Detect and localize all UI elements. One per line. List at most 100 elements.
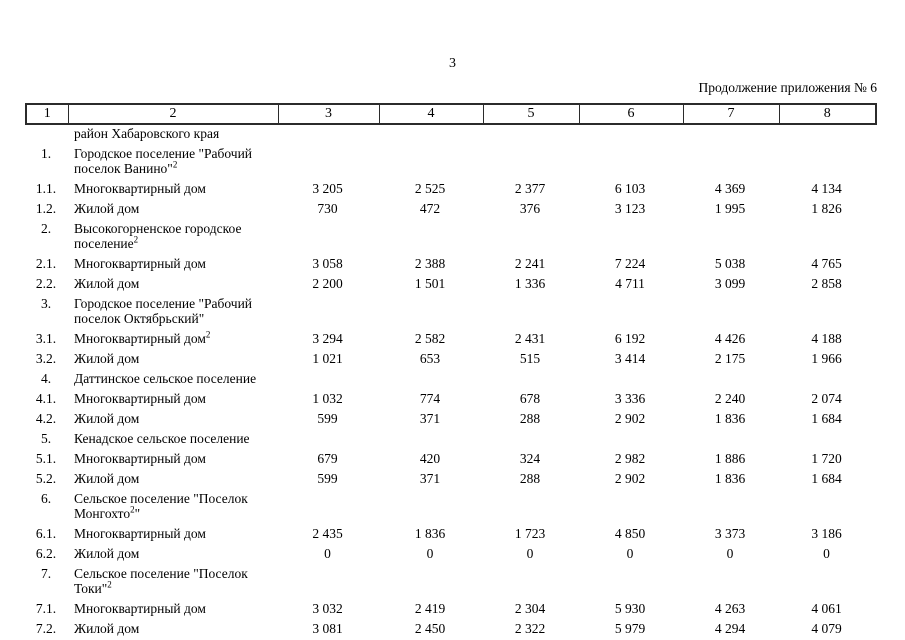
value-cell: 4 711 [615, 276, 645, 291]
value-cell [378, 429, 482, 449]
table-row: район Хабаровского края [25, 124, 875, 144]
value-cell [482, 369, 578, 389]
value-cell: 2 582 [414, 331, 446, 346]
row-title: Многоквартирный дом [74, 601, 206, 616]
row-title: Кенадское сельское поселение [74, 431, 250, 446]
value-cell [378, 294, 482, 329]
value-cell: 2 431 [514, 331, 546, 346]
row-title: Многоквартирный дом [74, 256, 206, 271]
footnote-marker: 2 [130, 504, 135, 515]
value-cell: 2 388 [414, 256, 446, 271]
value-cell [378, 489, 482, 524]
value-cell [482, 564, 578, 599]
row-number: 1.1. [35, 181, 57, 196]
value-cell [682, 564, 778, 599]
value-cell [778, 219, 875, 254]
table-row: 2.2. Жилой дом 2 200 1 501 1 336 4 711 3 099 2 … [25, 274, 875, 294]
value-cell: 4 079 [811, 621, 842, 636]
table-row: 5.1. Многоквартирный дом 679 420 324 2 982 1 8… [25, 449, 875, 469]
value-cell [778, 144, 875, 179]
row-number: 3. [40, 296, 52, 311]
value-cell [778, 564, 875, 599]
header-col-4: 4 [378, 103, 484, 125]
table-row: 4. Даттинское сельское поселение [25, 369, 875, 389]
value-cell [482, 124, 578, 144]
value-cell: 472 [419, 201, 441, 216]
value-cell: 1 336 [514, 276, 546, 291]
value-cell: 515 [519, 351, 541, 366]
row-number: 6.2. [35, 546, 57, 561]
row-title: Жилой дом [74, 276, 140, 291]
value-cell: 3 081 [312, 621, 343, 636]
value-cell [682, 429, 778, 449]
value-cell: 2 902 [614, 471, 646, 486]
page-number: 3 [449, 56, 456, 71]
value-cell [682, 369, 778, 389]
value-cell: 3 294 [312, 331, 343, 346]
value-cell: 2 322 [514, 621, 546, 636]
value-cell: 2 435 [312, 526, 343, 541]
value-cell [578, 294, 682, 329]
table-row: 6.2. Жилой дом 0 0 0 0 0 0 [25, 544, 875, 564]
value-cell: 3 414 [614, 351, 646, 366]
value-cell [378, 564, 482, 599]
value-cell: 3 373 [714, 526, 746, 541]
value-cell: 1 684 [811, 471, 842, 486]
value-cell: 3 123 [614, 201, 646, 216]
row-title: Городское поселение "Рабочий поселок Окт… [74, 296, 253, 326]
value-cell: 678 [519, 391, 541, 406]
row-number: 6. [40, 491, 52, 506]
footnote-marker: 2 [205, 329, 211, 340]
value-cell [277, 489, 378, 524]
value-cell: 0 [426, 546, 434, 561]
value-cell [277, 564, 378, 599]
row-title: Высокогорненское городское поселение2 [74, 221, 242, 251]
value-cell [682, 489, 778, 524]
value-cell [277, 219, 378, 254]
table-row: 6.1. Многоквартирный дом 2 435 1 836 1 723 4 … [25, 524, 875, 544]
header-col-5: 5 [482, 103, 580, 125]
row-number: 4.1. [35, 391, 57, 406]
value-cell [277, 294, 378, 329]
value-cell: 4 134 [811, 181, 842, 196]
value-cell: 2 982 [614, 451, 646, 466]
value-cell [277, 429, 378, 449]
table-row: 7.1. Многоквартирный дом 3 032 2 419 2 304 5 … [25, 599, 875, 619]
value-cell: 679 [317, 451, 338, 466]
value-cell: 0 [324, 546, 331, 561]
row-number: 7. [40, 566, 52, 581]
value-cell: 3 099 [714, 276, 746, 291]
value-cell [578, 124, 682, 144]
value-cell [482, 429, 578, 449]
value-cell: 6 192 [614, 331, 646, 346]
table-row: 1. Городское поселение "Рабочий поселок В… [25, 144, 875, 179]
value-cell [482, 144, 578, 179]
header-col-7: 7 [682, 103, 780, 125]
value-cell: 4 263 [714, 601, 746, 616]
value-cell: 7 224 [614, 256, 646, 271]
row-number: 4. [40, 371, 52, 386]
value-cell: 2 525 [414, 181, 446, 196]
value-cell: 371 [419, 411, 441, 426]
value-cell: 2 377 [514, 181, 546, 196]
table-row: 4.2. Жилой дом 599 371 288 2 902 1 836 1 684 [25, 409, 875, 429]
value-cell: 0 [526, 546, 534, 561]
value-cell: 2 240 [714, 391, 746, 406]
table-row: 3.1. Многоквартирный дом2 3 294 2 582 2 431 6… [25, 329, 875, 349]
value-cell [682, 294, 778, 329]
table-header-row: 1 2 3 4 5 6 7 8 [25, 103, 877, 125]
value-cell: 3 336 [614, 391, 646, 406]
header-col-2: 2 [67, 103, 279, 125]
value-cell: 2 241 [514, 256, 546, 271]
table-row: 1.2. Жилой дом 730 472 376 3 123 1 995 1 826 [25, 199, 875, 219]
table-row: 7. Сельское поселение "Поселок Токи"2 [25, 564, 875, 599]
value-cell: 420 [419, 451, 441, 466]
value-cell: 653 [419, 351, 441, 366]
value-cell: 4 850 [614, 526, 646, 541]
value-cell: 774 [419, 391, 441, 406]
row-number: 5.2. [35, 471, 57, 486]
row-title: Многоквартирный дом [74, 451, 206, 466]
table-row: 5. Кенадское сельское поселение [25, 429, 875, 449]
value-cell: 1 684 [811, 411, 842, 426]
value-cell: 1 032 [312, 391, 343, 406]
